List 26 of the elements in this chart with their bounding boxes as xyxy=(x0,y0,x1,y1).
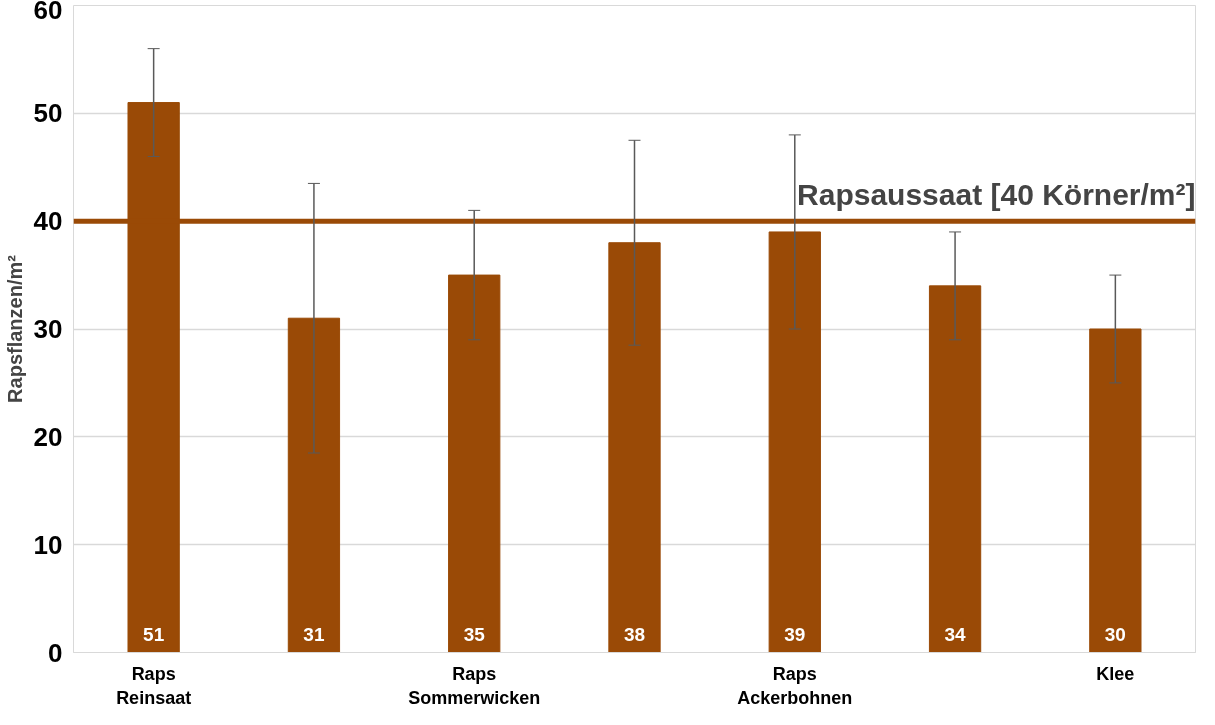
y-tick-label: 60 xyxy=(33,0,63,25)
x-tick-label: Raps Ackerbohnen xyxy=(737,663,853,708)
x-tick-label: Raps Reinsaat xyxy=(116,663,192,708)
data-label: 30 xyxy=(1104,623,1126,645)
y-tick-label: 10 xyxy=(33,529,63,560)
bar xyxy=(1089,328,1142,653)
data-label: 39 xyxy=(784,623,806,645)
bar xyxy=(608,242,661,653)
data-label: 35 xyxy=(463,623,486,645)
bar xyxy=(768,231,821,653)
x-tick-label: Raps Sommerwicken xyxy=(408,663,541,708)
bar xyxy=(448,274,501,653)
y-tick-label: 20 xyxy=(33,421,63,452)
data-label: 38 xyxy=(623,623,646,645)
y-tick-label: 0 xyxy=(48,637,63,668)
y-tick-label: 50 xyxy=(33,98,63,129)
ref-line-label: Rapsaussaat [40 Körner/m²] xyxy=(797,178,1196,212)
y-axis-title: Rapsflanzen/m² xyxy=(3,254,26,403)
x-tick-label: Klee xyxy=(1096,663,1135,684)
y-tick-label: 40 xyxy=(33,206,63,237)
bar xyxy=(928,285,982,653)
data-label: 31 xyxy=(303,623,325,645)
data-label: 51 xyxy=(143,623,165,645)
data-label: 34 xyxy=(944,623,967,645)
bar xyxy=(287,317,341,653)
y-tick-label: 30 xyxy=(33,314,63,344)
